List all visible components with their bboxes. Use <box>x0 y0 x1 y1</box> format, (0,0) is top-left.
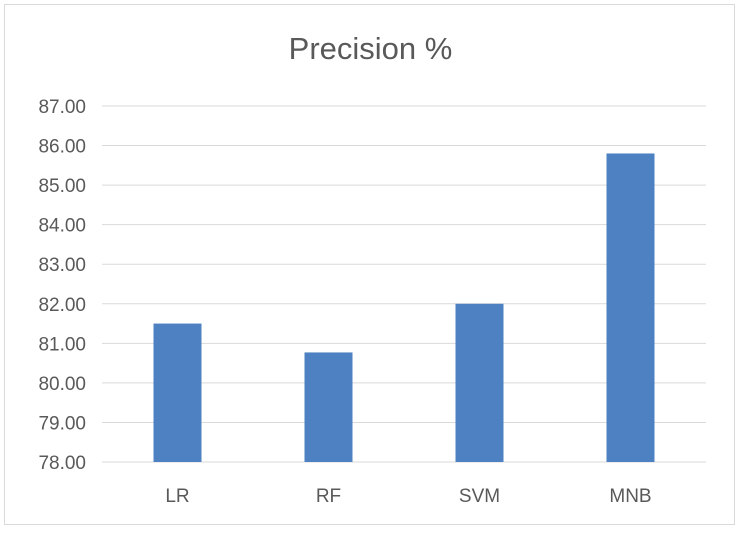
y-tick-label: 86.00 <box>38 137 86 158</box>
x-tick-label: MNB <box>609 486 651 507</box>
bar-lr <box>153 323 202 462</box>
y-tick-label: 82.00 <box>38 295 86 316</box>
gridlines <box>102 105 706 463</box>
y-axis: 78.00 79.00 80.00 81.00 82.00 83.00 84.00 85.00… <box>38 97 86 474</box>
bar-mnb <box>606 153 655 462</box>
y-tick-label: 83.00 <box>38 255 86 276</box>
y-tick-label: 87.00 <box>38 97 86 118</box>
bars <box>153 153 655 462</box>
y-tick-label: 78.00 <box>38 453 86 474</box>
chart-title: Precision % <box>288 31 453 66</box>
x-tick-label: RF <box>316 486 341 507</box>
y-tick-label: 84.00 <box>38 216 86 237</box>
x-tick-label: LR <box>165 486 189 507</box>
y-tick-label: 80.00 <box>38 374 86 395</box>
bar-svm <box>455 303 504 462</box>
y-tick-label: 85.00 <box>38 176 86 197</box>
y-tick-label: 79.00 <box>38 413 86 434</box>
bar-rf <box>304 352 353 462</box>
x-tick-label: SVM <box>459 486 500 507</box>
x-axis: LR RF SVM MNB <box>165 486 651 507</box>
y-tick-label: 81.00 <box>38 334 86 355</box>
